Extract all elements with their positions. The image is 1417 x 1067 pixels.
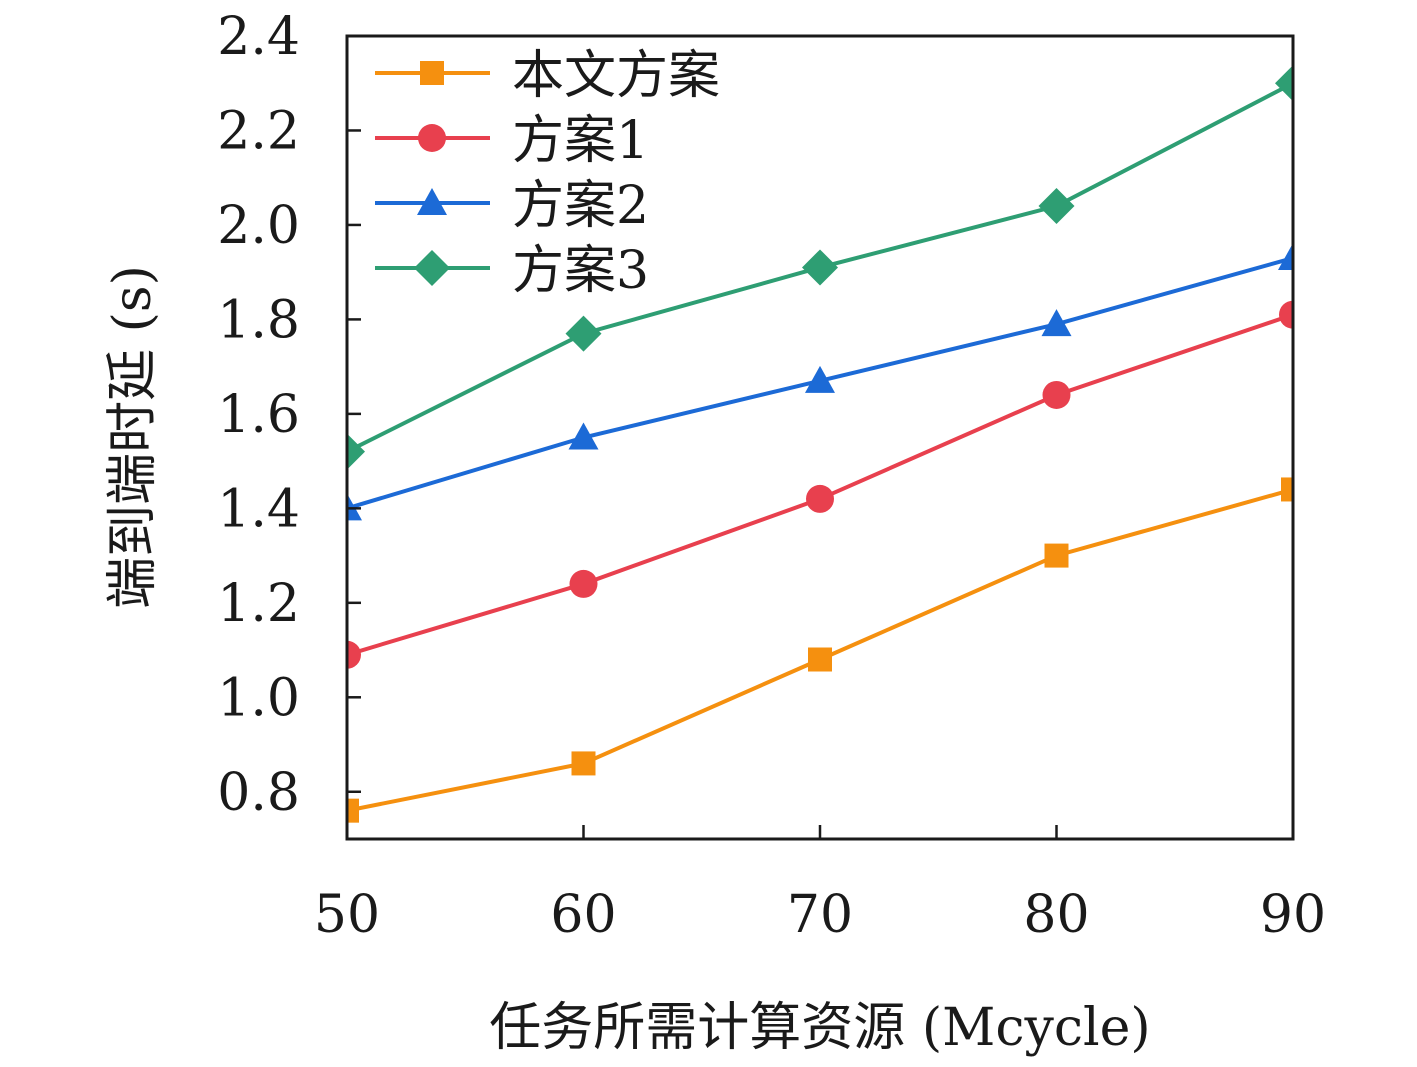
y-tick-label: 2.2 bbox=[217, 101, 300, 161]
data-point bbox=[1044, 543, 1069, 568]
data-point bbox=[1281, 477, 1293, 502]
legend-item: 方案2 bbox=[375, 176, 649, 236]
y-tick-label: 2.4 bbox=[217, 7, 300, 67]
y-tick-label: 1.4 bbox=[217, 479, 300, 539]
y-tick-label: 0.8 bbox=[217, 763, 300, 823]
data-point bbox=[347, 493, 362, 521]
y-tick-label: 1.0 bbox=[217, 668, 300, 728]
legend-marker bbox=[420, 61, 444, 85]
x-tick-label: 90 bbox=[1260, 885, 1326, 945]
series-4 bbox=[347, 65, 1293, 470]
data-point bbox=[808, 647, 832, 672]
series-2 bbox=[347, 300, 1293, 669]
data-point bbox=[802, 249, 838, 286]
y-axis-title: 端到端时延 (s) bbox=[103, 265, 163, 609]
y-tick-label: 1.2 bbox=[217, 574, 300, 634]
data-point bbox=[571, 751, 596, 776]
data-point bbox=[805, 365, 835, 393]
x-tick-label: 80 bbox=[1023, 885, 1089, 945]
data-point bbox=[1279, 300, 1293, 329]
legend-item: 本文方案 bbox=[375, 46, 720, 106]
legend-marker bbox=[417, 188, 447, 215]
legend-item: 方案3 bbox=[375, 241, 649, 301]
y-tick-label: 2.0 bbox=[217, 196, 300, 256]
data-point bbox=[568, 422, 599, 450]
x-tick-label: 70 bbox=[787, 885, 853, 945]
legend-label: 本文方案 bbox=[512, 46, 720, 106]
legend-label: 方案3 bbox=[512, 241, 649, 301]
series-1 bbox=[347, 477, 1293, 823]
x-axis-title: 任务所需计算资源 (Mcycle) bbox=[489, 998, 1150, 1058]
data-point bbox=[1041, 309, 1072, 337]
y-tick-label: 1.6 bbox=[217, 385, 300, 445]
series-line bbox=[347, 312, 1293, 657]
data-point bbox=[569, 569, 598, 598]
data-point bbox=[347, 640, 361, 669]
data-point bbox=[1278, 243, 1293, 271]
data-point bbox=[347, 433, 365, 470]
data-point bbox=[1275, 65, 1293, 102]
y-tick-label: 1.8 bbox=[217, 290, 300, 350]
x-tick-label: 50 bbox=[314, 885, 380, 945]
data-point bbox=[565, 315, 602, 352]
data-point bbox=[806, 484, 834, 513]
data-point bbox=[347, 798, 359, 823]
legend-marker bbox=[418, 124, 446, 152]
x-tick-label: 60 bbox=[550, 885, 616, 945]
legend-label: 方案1 bbox=[512, 111, 649, 171]
legend-label: 方案2 bbox=[512, 176, 649, 236]
data-point bbox=[1042, 380, 1071, 409]
legend-marker bbox=[414, 250, 450, 286]
legend-item: 方案1 bbox=[375, 111, 649, 171]
series-3 bbox=[347, 243, 1293, 521]
data-point bbox=[1038, 188, 1075, 225]
